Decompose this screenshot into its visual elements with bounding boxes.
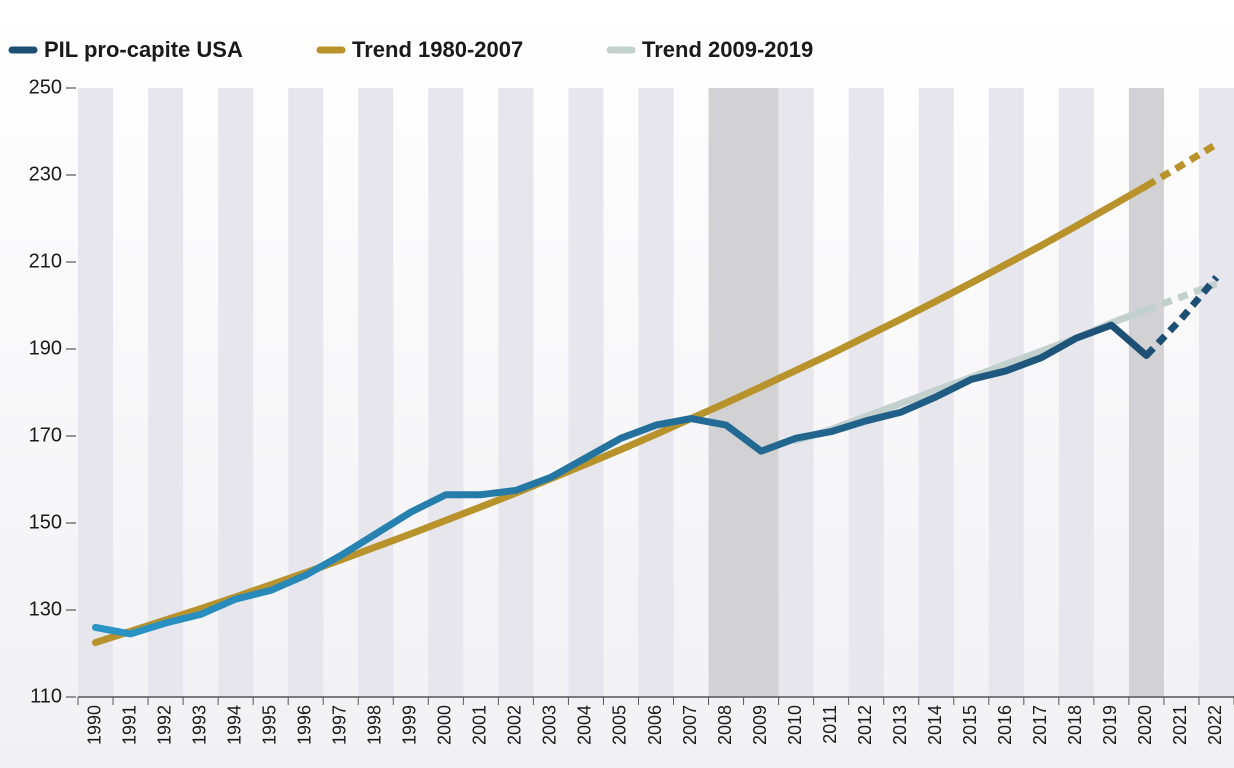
x-tick-label: 1995 bbox=[259, 705, 279, 745]
x-tick-label: 1990 bbox=[84, 705, 104, 745]
band bbox=[1198, 88, 1234, 697]
line-series bbox=[92, 321, 1150, 638]
x-tick-label: 2016 bbox=[995, 705, 1015, 745]
x-tick-label: 2017 bbox=[1030, 705, 1050, 745]
band bbox=[638, 88, 674, 697]
legend-label: PIL pro-capite USA bbox=[44, 37, 243, 62]
x-tick-label: 2018 bbox=[1065, 705, 1085, 745]
y-tick-label: 110 bbox=[30, 685, 62, 707]
x-tick-label: 2007 bbox=[680, 705, 700, 745]
line-projection bbox=[1144, 141, 1219, 189]
x-tick-label: 2013 bbox=[890, 705, 910, 745]
x-tick-label: 2015 bbox=[960, 705, 980, 745]
x-tick-label: 2014 bbox=[925, 705, 945, 745]
y-tick-label: 250 bbox=[29, 76, 62, 98]
band bbox=[358, 88, 394, 697]
band bbox=[498, 88, 534, 697]
y-tick-label: 150 bbox=[29, 511, 62, 533]
y-tick-label: 190 bbox=[29, 337, 62, 359]
x-tick-label: 1994 bbox=[224, 705, 244, 745]
x-tick-label: 2010 bbox=[785, 705, 805, 745]
x-tick-label: 1999 bbox=[400, 705, 420, 745]
x-tick-label: 1993 bbox=[189, 705, 209, 745]
band bbox=[1058, 88, 1094, 697]
band bbox=[78, 88, 114, 697]
band bbox=[848, 88, 884, 697]
band bbox=[428, 88, 464, 697]
x-tick-label: 1997 bbox=[329, 705, 349, 745]
x-tick-label: 2004 bbox=[575, 705, 595, 745]
x-tick-label: 2001 bbox=[470, 705, 490, 745]
y-tick-label: 170 bbox=[29, 424, 62, 446]
x-tick-label: 2003 bbox=[540, 705, 560, 745]
x-tick-label: 2009 bbox=[750, 705, 770, 745]
x-tick-label: 2020 bbox=[1135, 705, 1155, 745]
shaded-band bbox=[1128, 88, 1164, 697]
x-tick-label: 2008 bbox=[715, 705, 735, 745]
band bbox=[288, 88, 324, 697]
axes: 110 130 150 170 190 210 230 250 1990 1991 1992 1993… bbox=[29, 76, 1234, 745]
legend-label: Trend 2009-2019 bbox=[642, 37, 813, 62]
x-tick-label: 2019 bbox=[1100, 705, 1120, 745]
x-tick-label: 2000 bbox=[435, 705, 455, 745]
shaded-band bbox=[708, 88, 744, 697]
x-tick-label: 2022 bbox=[1205, 705, 1225, 745]
band bbox=[988, 88, 1024, 697]
lines bbox=[92, 141, 1220, 647]
x-tick-label: 1991 bbox=[119, 705, 139, 745]
line-projection bbox=[1145, 280, 1218, 314]
x-tick-label: 1998 bbox=[365, 705, 385, 745]
bands bbox=[78, 88, 1234, 697]
legend-label: Trend 1980-2007 bbox=[352, 37, 523, 62]
line-projection bbox=[1143, 274, 1220, 358]
y-tick-label: 130 bbox=[29, 598, 62, 620]
x-tick-label: 2021 bbox=[1170, 705, 1190, 745]
x-tick-label: 2005 bbox=[610, 705, 630, 745]
x-tick-label: 2012 bbox=[855, 705, 875, 745]
y-tick-label: 230 bbox=[29, 163, 62, 185]
band bbox=[148, 88, 184, 697]
y-tick-label: 210 bbox=[29, 250, 62, 272]
line-series bbox=[92, 182, 1150, 647]
x-tick-label: 1992 bbox=[154, 705, 174, 745]
band bbox=[568, 88, 604, 697]
x-tick-label: 2002 bbox=[505, 705, 525, 745]
band bbox=[778, 88, 814, 697]
x-tick-label: 2011 bbox=[820, 705, 840, 744]
legend: PIL pro-capite USA Trend 1980-2007 Trend 2… bbox=[8, 37, 813, 62]
x-tick-label: 1996 bbox=[294, 705, 314, 745]
x-tick-label: 2006 bbox=[645, 705, 665, 745]
